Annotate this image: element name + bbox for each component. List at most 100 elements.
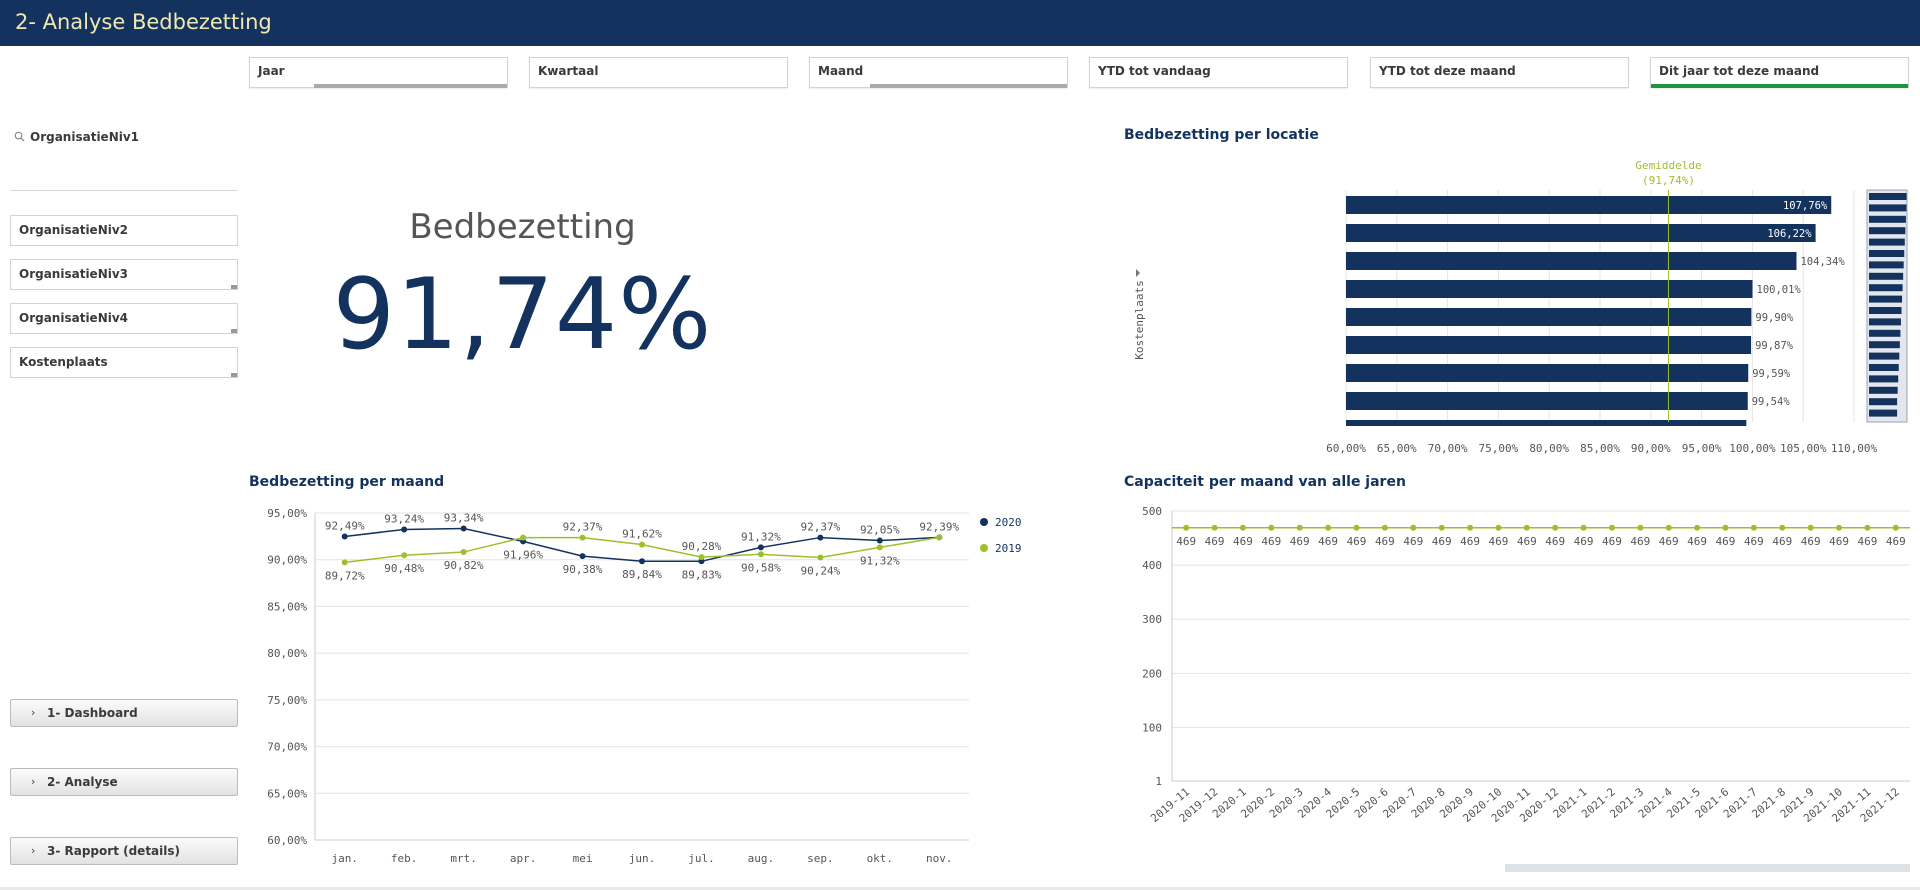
data-point[interactable] [341,559,348,566]
data-label: 469 [1630,535,1650,548]
minimap-bar [1869,352,1900,360]
data-point[interactable] [1552,524,1559,531]
data-label-2020: 92,37% [800,521,840,534]
data-point[interactable] [1722,524,1729,531]
data-point[interactable] [1467,524,1474,531]
x-tick-label: 90,00% [1631,442,1671,455]
data-point[interactable] [460,525,467,532]
data-point[interactable] [817,534,824,541]
data-point[interactable] [1183,524,1190,531]
data-point[interactable] [1807,524,1814,531]
data-point[interactable] [1580,524,1587,531]
data-point[interactable] [1694,524,1701,531]
nav-button-analyse[interactable]: › 2- Analyse [10,768,238,796]
filter-maand[interactable]: Maand [809,57,1068,88]
data-point[interactable] [639,558,645,565]
data-point[interactable] [876,544,883,551]
data-point[interactable] [1353,524,1360,531]
data-point[interactable] [1523,524,1530,531]
data-point[interactable] [1836,524,1843,531]
chevron-right-icon: › [31,844,36,857]
bar-value-label: 99,90% [1755,312,1794,324]
bar[interactable] [1346,280,1753,298]
bar-value-label: 104,34% [1800,256,1845,268]
data-point[interactable] [876,537,883,544]
nav-button-dashboard[interactable]: › 1- Dashboard [10,699,238,727]
data-point[interactable] [1239,524,1246,531]
data-point[interactable] [520,534,527,541]
line-chart-capaciteit[interactable]: 50040030020010014692019-114692019-124692… [1110,495,1920,875]
filter-ytd-vandaag[interactable]: YTD tot vandaag [1089,57,1348,88]
data-label-2020: 89,84% [622,568,662,581]
data-point[interactable] [817,554,824,561]
filter-jaar[interactable]: Jaar [249,57,508,88]
filter-organisatieniv4[interactable]: OrganisatieNiv4 [10,303,238,334]
data-point[interactable] [1495,524,1502,531]
data-point[interactable] [1211,524,1218,531]
data-point[interactable] [579,553,586,560]
horizontal-scrollbar[interactable] [1505,864,1910,872]
footer-strip [0,887,1920,890]
minimap-bar [1869,386,1898,394]
bar[interactable] [1346,336,1752,354]
bar[interactable] [1346,224,1816,242]
bar[interactable] [1346,308,1752,326]
data-point[interactable] [1325,524,1332,531]
data-label: 469 [1659,535,1679,548]
bar-chart-locatie[interactable]: 60,00% 65,00% 70,00% 75,00% 80,00% 85,00% 90,0… [1110,150,1920,460]
data-point[interactable] [1665,524,1672,531]
x-tick-label: 70,00% [1428,442,1468,455]
minimap-bar [1869,204,1907,212]
nav-label: 1- Dashboard [47,706,138,720]
data-point[interactable] [341,533,348,540]
data-label-2020: 92,49% [325,519,365,532]
filter-label: Dit jaar tot deze maand [1659,64,1820,78]
kpi-value: 91,74% [332,258,713,372]
line-chart-maand[interactable]: 95,00% 90,00% 85,00% 80,00% 75,00% 70,00% 65,0… [245,495,1045,870]
filter-kostenplaats[interactable]: Kostenplaats [10,347,238,378]
data-point[interactable] [579,534,586,541]
x-tick-label: feb. [391,852,418,865]
filter-dit-jaar[interactable]: Dit jaar tot deze maand [1650,57,1909,88]
filter-organisatieniv3[interactable]: OrganisatieNiv3 [10,259,238,290]
data-point[interactable] [1892,524,1899,531]
minimap-bar [1869,261,1904,269]
data-point[interactable] [1438,524,1445,531]
data-point[interactable] [698,554,705,561]
data-point[interactable] [639,541,645,548]
filter-organisatieniv2[interactable]: OrganisatieNiv2 [10,215,238,246]
data-label: 469 [1602,535,1622,548]
app-header: 2- Analyse Bedbezetting [0,0,1920,46]
data-point[interactable] [1779,524,1786,531]
data-point[interactable] [698,558,705,565]
data-point[interactable] [460,549,467,556]
y-tick-label: 200 [1142,667,1162,680]
data-point[interactable] [1268,524,1275,531]
data-point[interactable] [1637,524,1644,531]
bar[interactable] [1346,252,1797,270]
bar[interactable] [1346,196,1832,214]
axis-label-kostenplaats: Kostenplaats [1133,280,1146,359]
expand-arrow-icon[interactable] [1136,269,1140,277]
bar[interactable] [1346,364,1749,382]
kpi-title: Bedbezetting [409,207,636,247]
data-point[interactable] [936,534,943,541]
bar[interactable] [1346,392,1748,410]
data-point[interactable] [1864,524,1871,531]
data-point[interactable] [757,544,764,551]
data-point[interactable] [757,551,764,558]
data-point[interactable] [401,552,408,559]
data-point[interactable] [401,526,408,533]
nav-button-rapport[interactable]: › 3- Rapport (details) [10,837,238,865]
filter-kwartaal[interactable]: Kwartaal [529,57,788,88]
x-tick-label: jan. [331,852,358,865]
data-point[interactable] [1296,524,1303,531]
search-organisatieniv1[interactable]: OrganisatieNiv1 [14,130,139,144]
filter-ytd-maand[interactable]: YTD tot deze maand [1370,57,1629,88]
data-point[interactable] [1608,524,1615,531]
data-label-2019: 91,62% [622,528,662,541]
data-point[interactable] [1750,524,1757,531]
data-point[interactable] [1381,524,1388,531]
minimap-bar [1869,250,1905,257]
data-point[interactable] [1410,524,1417,531]
